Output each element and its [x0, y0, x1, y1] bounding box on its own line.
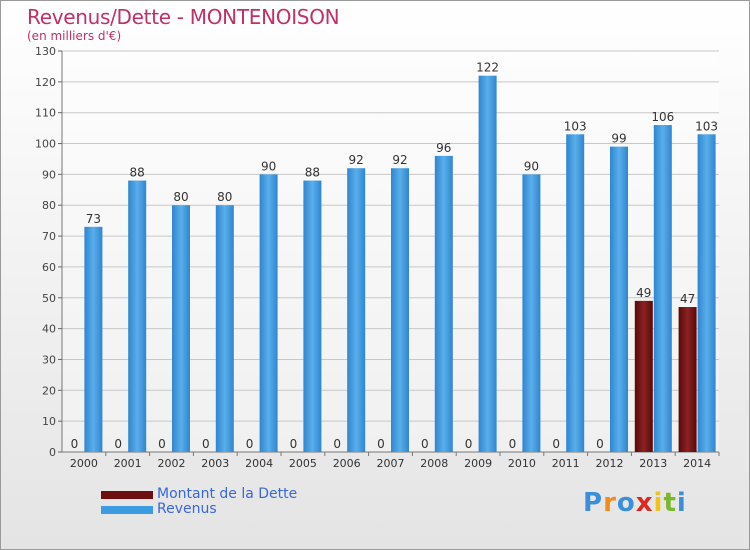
data-label-debt: 0 — [552, 437, 560, 451]
y-tick-label: 120 — [35, 76, 56, 89]
plot-area — [62, 51, 719, 452]
data-label-debt: 0 — [290, 437, 298, 451]
logo-letter: P — [583, 488, 604, 518]
data-label-revenue: 122 — [476, 61, 499, 75]
data-label-revenue: 90 — [524, 159, 539, 173]
data-label-debt: 0 — [246, 437, 254, 451]
data-label-revenue: 106 — [651, 110, 674, 124]
y-tick-label: 80 — [42, 199, 56, 212]
data-label-debt: 0 — [333, 437, 341, 451]
data-label-revenue: 103 — [564, 119, 587, 133]
data-label-revenue: 99 — [611, 132, 626, 146]
bar-revenue — [434, 155, 453, 452]
y-tick-label: 110 — [35, 107, 56, 120]
bar-revenue — [84, 226, 103, 452]
y-tick-label: 10 — [42, 415, 56, 428]
bar-revenue — [128, 180, 147, 453]
x-tick-label: 2001 — [114, 457, 142, 470]
bar-revenue — [697, 134, 716, 453]
data-label-revenue: 80 — [217, 190, 232, 204]
y-tick-label: 30 — [42, 353, 56, 366]
bar-revenue — [172, 205, 190, 452]
x-tick-label: 2000 — [70, 457, 98, 470]
bar-revenue — [478, 75, 497, 452]
x-tick-label: 2010 — [508, 457, 536, 470]
data-label-debt: 47 — [680, 292, 695, 306]
data-label-revenue: 96 — [436, 141, 451, 155]
bar-revenue — [522, 174, 541, 452]
x-tick-label: 2004 — [245, 457, 273, 470]
bar-revenue — [215, 205, 234, 452]
y-tick-label: 70 — [42, 230, 56, 243]
bar-revenue — [653, 125, 672, 453]
data-label-debt: 0 — [421, 437, 429, 451]
y-tick-label: 0 — [49, 446, 56, 459]
logo-letter: i — [676, 488, 687, 518]
data-label-revenue: 88 — [305, 166, 320, 180]
x-tick-label: 2014 — [683, 457, 711, 470]
legend-label-revenue: Revenus — [157, 501, 217, 517]
bar-revenue — [566, 134, 585, 453]
bar-revenue — [303, 180, 322, 453]
data-label-debt: 49 — [636, 286, 651, 300]
x-tick-label: 2005 — [289, 457, 317, 470]
y-tick-label: 20 — [42, 384, 56, 397]
data-label-revenue: 80 — [173, 190, 188, 204]
x-tick-label: 2006 — [333, 457, 361, 470]
logo-letter: x — [635, 488, 654, 518]
x-tick-label: 2009 — [464, 457, 492, 470]
logo-letter: o — [616, 488, 636, 518]
bar-revenue — [259, 174, 278, 452]
y-tick-label: 130 — [35, 45, 56, 58]
bar-revenue — [347, 168, 366, 452]
x-tick-label: 2008 — [420, 457, 448, 470]
data-label-debt: 0 — [114, 437, 122, 451]
data-label-revenue: 73 — [86, 212, 101, 226]
bar-debt — [678, 307, 697, 452]
y-tick-label: 100 — [35, 138, 56, 151]
data-label-revenue: 88 — [130, 166, 145, 180]
y-tick-label: 90 — [42, 168, 56, 181]
logo-letter: t — [663, 488, 677, 518]
data-label-revenue: 90 — [261, 159, 276, 173]
data-label-debt: 0 — [596, 437, 604, 451]
data-label-debt: 0 — [509, 437, 517, 451]
logo-letter: i — [653, 488, 664, 518]
proxiti-logo: Proxiti — [583, 488, 687, 518]
data-label-debt: 0 — [158, 437, 166, 451]
chart-title: Revenus/Dette - MONTENOISON — [27, 5, 340, 29]
legend-swatch-revenue — [101, 506, 153, 514]
data-label-revenue: 92 — [349, 153, 364, 167]
data-label-revenue: 92 — [392, 153, 407, 167]
x-tick-label: 2011 — [552, 457, 580, 470]
x-tick-label: 2002 — [158, 457, 186, 470]
logo-letter: r — [603, 488, 617, 518]
data-label-debt: 0 — [202, 437, 210, 451]
x-tick-label: 2013 — [639, 457, 667, 470]
legend-swatch-debt — [101, 491, 153, 499]
data-label-revenue: 103 — [695, 119, 718, 133]
y-tick-label: 60 — [42, 261, 56, 274]
chart-subtitle: (en milliers d'€) — [27, 29, 122, 43]
data-label-debt: 0 — [377, 437, 385, 451]
x-tick-label: 2003 — [201, 457, 229, 470]
x-tick-label: 2012 — [596, 457, 624, 470]
bar-revenue — [391, 168, 409, 452]
data-label-debt: 0 — [71, 437, 79, 451]
x-tick-label: 2007 — [377, 457, 405, 470]
bar-revenue — [610, 146, 628, 452]
bar-debt — [634, 300, 653, 452]
legend-label-debt: Montant de la Dette — [157, 486, 298, 502]
y-tick-label: 50 — [42, 292, 56, 305]
data-label-debt: 0 — [465, 437, 473, 451]
y-tick-label: 40 — [42, 323, 56, 336]
